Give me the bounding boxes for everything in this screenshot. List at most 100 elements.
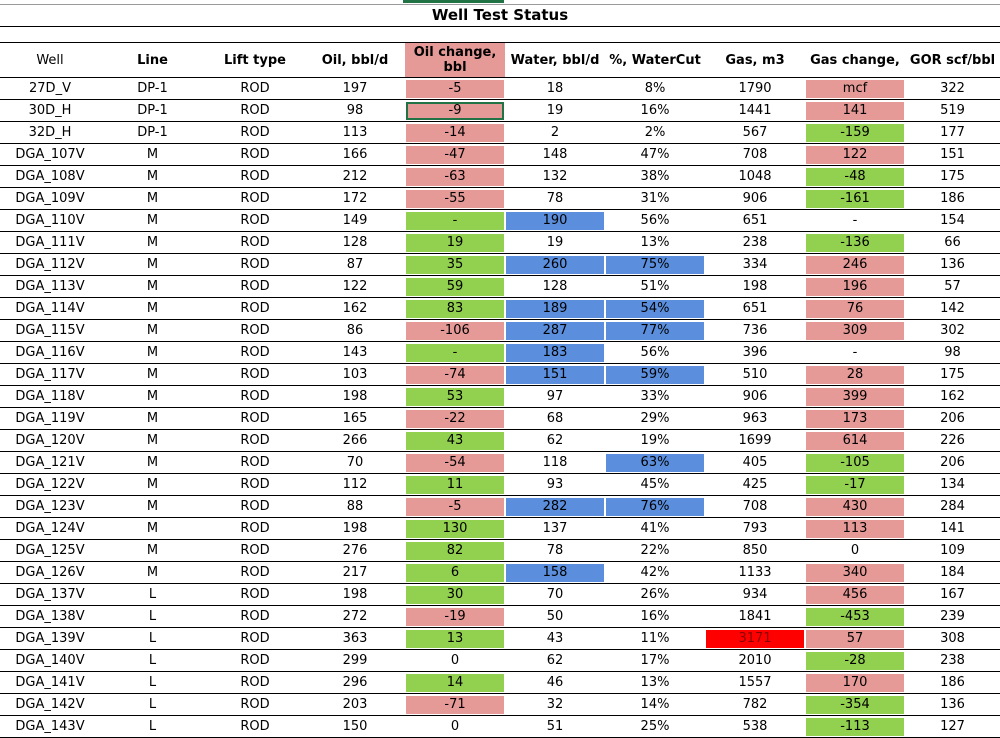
cell-gas[interactable]: 2010 bbox=[705, 649, 805, 672]
cell-line[interactable]: DP-1 bbox=[100, 121, 205, 144]
cell-gas[interactable]: 906 bbox=[705, 385, 805, 408]
cell-gor[interactable]: 141 bbox=[905, 517, 1000, 540]
cell-gas[interactable]: 405 bbox=[705, 451, 805, 474]
cell-gas[interactable]: 963 bbox=[705, 407, 805, 430]
cell-line[interactable]: M bbox=[100, 407, 205, 430]
cell-oil-change[interactable]: -55 bbox=[405, 187, 505, 210]
cell-line[interactable]: M bbox=[100, 363, 205, 386]
cell-gor[interactable]: 142 bbox=[905, 297, 1000, 320]
cell-oil-change[interactable]: -71 bbox=[405, 693, 505, 716]
cell-line[interactable]: M bbox=[100, 165, 205, 188]
cell-line[interactable]: M bbox=[100, 187, 205, 210]
cell-lift-type[interactable]: ROD bbox=[205, 165, 305, 188]
cell-oil-change[interactable]: -63 bbox=[405, 165, 505, 188]
cell-watercut[interactable]: 54% bbox=[605, 297, 705, 320]
cell-oil[interactable]: 299 bbox=[305, 649, 405, 672]
cell-oil[interactable]: 162 bbox=[305, 297, 405, 320]
cell-gas[interactable]: 906 bbox=[705, 187, 805, 210]
cell-gas[interactable]: 793 bbox=[705, 517, 805, 540]
cell-gas-change[interactable]: 456 bbox=[805, 583, 905, 606]
cell-line[interactable]: M bbox=[100, 253, 205, 276]
cell-gor[interactable]: 134 bbox=[905, 473, 1000, 496]
cell-lift-type[interactable]: ROD bbox=[205, 341, 305, 364]
cell-watercut[interactable]: 8% bbox=[605, 77, 705, 100]
cell-gas[interactable]: 708 bbox=[705, 143, 805, 166]
cell-line[interactable]: L bbox=[100, 605, 205, 628]
cell-oil-change[interactable]: 6 bbox=[405, 561, 505, 584]
cell-well[interactable]: DGA_124V bbox=[0, 517, 100, 540]
cell-gas[interactable]: 396 bbox=[705, 341, 805, 364]
cell-gor[interactable]: 302 bbox=[905, 319, 1000, 342]
cell-gas[interactable]: 1790 bbox=[705, 77, 805, 100]
cell-oil-change[interactable]: 82 bbox=[405, 539, 505, 562]
cell-lift-type[interactable]: ROD bbox=[205, 253, 305, 276]
cell-gas[interactable]: 850 bbox=[705, 539, 805, 562]
cell-line[interactable]: M bbox=[100, 341, 205, 364]
cell-oil-change[interactable]: -9 bbox=[405, 99, 505, 122]
cell-well[interactable]: DGA_125V bbox=[0, 539, 100, 562]
cell-gas[interactable]: 538 bbox=[705, 715, 805, 738]
cell-lift-type[interactable]: ROD bbox=[205, 121, 305, 144]
cell-lift-type[interactable]: ROD bbox=[205, 429, 305, 452]
cell-well[interactable]: DGA_109V bbox=[0, 187, 100, 210]
cell-gas[interactable]: 651 bbox=[705, 209, 805, 232]
cell-watercut[interactable]: 16% bbox=[605, 99, 705, 122]
cell-gas-change[interactable]: 57 bbox=[805, 627, 905, 650]
cell-oil[interactable]: 112 bbox=[305, 473, 405, 496]
cell-water[interactable]: 50 bbox=[505, 605, 605, 628]
cell-oil-change[interactable]: - bbox=[405, 209, 505, 232]
cell-lift-type[interactable]: ROD bbox=[205, 231, 305, 254]
cell-well[interactable]: DGA_113V bbox=[0, 275, 100, 298]
cell-oil[interactable]: 143 bbox=[305, 341, 405, 364]
cell-gas-change[interactable]: 141 bbox=[805, 99, 905, 122]
cell-watercut[interactable]: 41% bbox=[605, 517, 705, 540]
cell-oil-change[interactable]: 0 bbox=[405, 715, 505, 738]
cell-gor[interactable]: 136 bbox=[905, 253, 1000, 276]
cell-gas-change[interactable]: 76 bbox=[805, 297, 905, 320]
cell-gas-change[interactable]: -136 bbox=[805, 231, 905, 254]
cell-watercut[interactable]: 31% bbox=[605, 187, 705, 210]
cell-oil-change[interactable]: -74 bbox=[405, 363, 505, 386]
cell-well[interactable]: DGA_116V bbox=[0, 341, 100, 364]
cell-gor[interactable]: 226 bbox=[905, 429, 1000, 452]
cell-water[interactable]: 183 bbox=[505, 341, 605, 364]
col-header-line[interactable]: Line bbox=[100, 43, 205, 78]
cell-gas-change[interactable]: -48 bbox=[805, 165, 905, 188]
cell-lift-type[interactable]: ROD bbox=[205, 473, 305, 496]
cell-well[interactable]: DGA_121V bbox=[0, 451, 100, 474]
cell-gas-change[interactable]: -354 bbox=[805, 693, 905, 716]
cell-oil[interactable]: 276 bbox=[305, 539, 405, 562]
cell-well[interactable]: DGA_107V bbox=[0, 143, 100, 166]
cell-line[interactable]: M bbox=[100, 209, 205, 232]
cell-watercut[interactable]: 45% bbox=[605, 473, 705, 496]
cell-watercut[interactable]: 59% bbox=[605, 363, 705, 386]
cell-oil[interactable]: 272 bbox=[305, 605, 405, 628]
cell-gor[interactable]: 109 bbox=[905, 539, 1000, 562]
cell-gas-change[interactable]: 170 bbox=[805, 671, 905, 694]
cell-gas[interactable]: 736 bbox=[705, 319, 805, 342]
cell-gas[interactable]: 1557 bbox=[705, 671, 805, 694]
cell-water[interactable]: 32 bbox=[505, 693, 605, 716]
cell-gor[interactable]: 177 bbox=[905, 121, 1000, 144]
cell-oil-change[interactable]: 43 bbox=[405, 429, 505, 452]
col-header-water[interactable]: Water, bbl/d bbox=[505, 43, 605, 78]
cell-well[interactable]: DGA_143V bbox=[0, 715, 100, 738]
cell-watercut[interactable]: 29% bbox=[605, 407, 705, 430]
cell-gor[interactable]: 322 bbox=[905, 77, 1000, 100]
cell-gas-change[interactable]: 113 bbox=[805, 517, 905, 540]
cell-gas[interactable]: 425 bbox=[705, 473, 805, 496]
cell-oil-change[interactable]: -22 bbox=[405, 407, 505, 430]
cell-lift-type[interactable]: ROD bbox=[205, 407, 305, 430]
cell-oil[interactable]: 103 bbox=[305, 363, 405, 386]
cell-oil[interactable]: 296 bbox=[305, 671, 405, 694]
cell-line[interactable]: M bbox=[100, 451, 205, 474]
cell-oil-change[interactable]: 130 bbox=[405, 517, 505, 540]
cell-gas[interactable]: 238 bbox=[705, 231, 805, 254]
cell-oil-change[interactable]: 13 bbox=[405, 627, 505, 650]
cell-oil[interactable]: 150 bbox=[305, 715, 405, 738]
cell-lift-type[interactable]: ROD bbox=[205, 187, 305, 210]
cell-gas-change[interactable]: 430 bbox=[805, 495, 905, 518]
cell-gas-change[interactable]: - bbox=[805, 209, 905, 232]
cell-watercut[interactable]: 11% bbox=[605, 627, 705, 650]
cell-gor[interactable]: 175 bbox=[905, 165, 1000, 188]
